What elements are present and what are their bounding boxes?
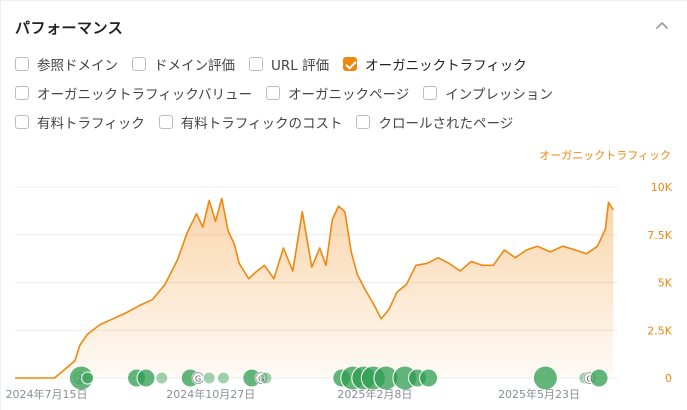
checkbox-box-checked[interactable] xyxy=(343,57,358,71)
y-axis-ticks: 10K 7.5K 5K 2.5K 0 xyxy=(647,181,672,385)
chart-legend: オーガニックトラフィック xyxy=(539,149,671,162)
checkbox-paid-traffic-cost[interactable]: 有料トラフィックのコスト xyxy=(158,112,343,132)
checkbox-box[interactable] xyxy=(15,57,29,71)
annotation-marker[interactable] xyxy=(202,371,216,385)
metric-row-1: 参照ドメイン ドメイン評価 URL 評価 オーガニックトラフィック xyxy=(15,54,541,74)
checkbox-impressions[interactable]: インプレッション xyxy=(423,83,553,103)
checkbox-label: 有料トラフィック xyxy=(37,116,145,132)
marker-badge-label: G xyxy=(195,375,201,384)
chevron-up-icon[interactable] xyxy=(653,17,671,35)
y-tick-label: 7.5K xyxy=(647,229,672,242)
marker-dot[interactable] xyxy=(216,371,230,385)
marker-dot[interactable] xyxy=(259,371,273,385)
annotation-marker-labeled[interactable]: G xyxy=(191,371,205,385)
annotation-marker[interactable] xyxy=(216,371,230,385)
checkbox-box[interactable] xyxy=(249,57,263,71)
marker-dot[interactable] xyxy=(532,365,558,391)
checkbox-label: インプレッション xyxy=(445,87,553,103)
x-tick-label: 2025年5月23日 xyxy=(498,387,580,401)
annotation-marker[interactable] xyxy=(81,371,95,385)
checkbox-box[interactable] xyxy=(158,115,173,129)
checkbox-domain-rating[interactable]: ドメイン評価 xyxy=(132,54,235,74)
annotation-marker[interactable] xyxy=(155,371,169,385)
annotation-marker[interactable] xyxy=(532,365,558,391)
checkbox-box[interactable] xyxy=(15,86,29,100)
metric-row-3: 有料トラフィック 有料トラフィックのコスト クロールされたページ xyxy=(15,112,527,132)
annotation-marker[interactable] xyxy=(259,371,273,385)
x-tick-label: 2024年10月27日 xyxy=(166,387,255,401)
x-tick-label: 2024年7月15日 xyxy=(6,387,88,401)
checkbox-label: オーガニックトラフィックバリュー xyxy=(37,87,253,103)
checkbox-box[interactable] xyxy=(356,115,371,129)
traffic-area xyxy=(15,198,614,378)
checkbox-box[interactable] xyxy=(132,57,146,71)
panel-title: パフォーマンス xyxy=(15,19,124,37)
checkbox-box[interactable] xyxy=(15,115,29,129)
checkbox-crawled-pages[interactable]: クロールされたページ xyxy=(356,112,513,132)
x-axis-ticks: 2024年7月15日 2024年10月27日 2025年2月8日 2025年5月23日 xyxy=(6,387,581,401)
checkbox-label: 参照ドメイン xyxy=(37,58,118,74)
divider xyxy=(1,0,687,1)
annotation-marker[interactable] xyxy=(589,368,609,388)
checkbox-label: クロールされたページ xyxy=(378,116,514,132)
marker-dot[interactable] xyxy=(202,371,216,385)
annotation-markers: 2GGG xyxy=(68,365,609,391)
traffic-line xyxy=(15,197,614,379)
marker-badge-label: G xyxy=(586,375,592,384)
y-tick-label: 0 xyxy=(665,372,672,385)
checkbox-label: URL 評価 xyxy=(271,58,330,74)
checkbox-paid-traffic[interactable]: 有料トラフィック xyxy=(15,112,145,132)
marker-dot[interactable] xyxy=(419,368,439,388)
marker-dot[interactable] xyxy=(136,368,156,388)
marker-badge-label: G xyxy=(258,375,264,384)
marker-dot[interactable] xyxy=(155,371,169,385)
y-tick-label: 5K xyxy=(658,277,673,290)
metric-row-2: オーガニックトラフィックバリュー オーガニックページ インプレッション xyxy=(15,83,567,103)
x-tick-label: 2025年2月8日 xyxy=(337,387,412,401)
checkbox-referring-domains[interactable]: 参照ドメイン xyxy=(15,54,118,74)
checkbox-organic-traffic-value[interactable]: オーガニックトラフィックバリュー xyxy=(15,83,252,103)
checkbox-organic-traffic[interactable]: オーガニックトラフィック xyxy=(343,54,527,74)
checkbox-label: ドメイン評価 xyxy=(154,58,235,74)
annotation-marker-labeled[interactable]: G xyxy=(254,371,268,385)
annotation-marker[interactable] xyxy=(419,368,439,388)
checkbox-label: オーガニックトラフィック xyxy=(365,58,527,74)
checkbox-url-rating[interactable]: URL 評価 xyxy=(249,54,329,74)
checkbox-label: オーガニックページ xyxy=(288,87,410,103)
marker-dot[interactable] xyxy=(589,368,609,388)
y-tick-label: 10K xyxy=(651,181,673,194)
checkbox-box[interactable] xyxy=(423,86,438,100)
marker-dot[interactable] xyxy=(81,371,95,385)
y-tick-label: 2.5K xyxy=(647,324,672,337)
annotation-marker[interactable] xyxy=(136,368,156,388)
checkbox-box[interactable] xyxy=(266,86,281,100)
checkbox-organic-pages[interactable]: オーガニックページ xyxy=(266,83,409,103)
checkbox-label: 有料トラフィックのコスト xyxy=(180,116,343,132)
marker-badge xyxy=(255,372,268,384)
